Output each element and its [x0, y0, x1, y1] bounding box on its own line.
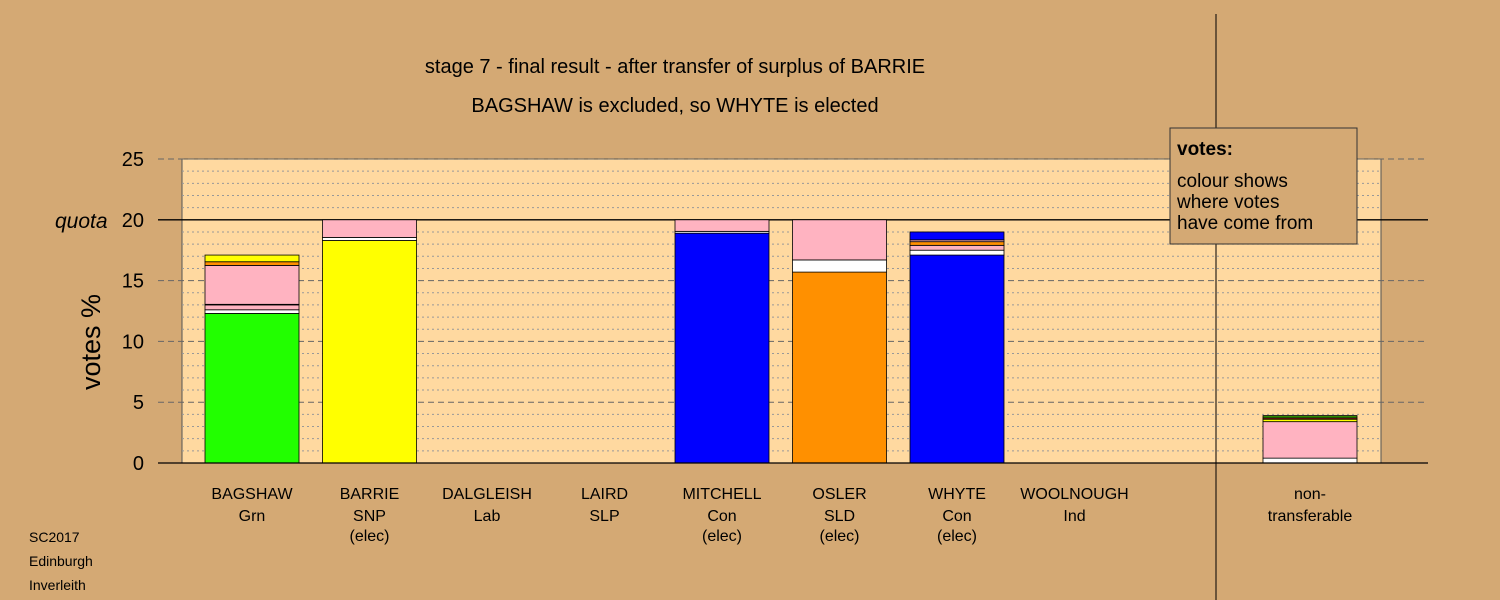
bar-whyte-segment [909, 241, 1005, 246]
bar-bagshaw-segment [204, 264, 300, 305]
candidate-party-laird: SLP [589, 508, 619, 525]
bar-bagshaw-segment [204, 261, 300, 266]
y-tick-label: 20 [122, 210, 144, 232]
quota-label: quota [55, 210, 108, 233]
candidate-party-mitchell: Con [707, 508, 736, 525]
candidate-party-barrie: SNP [353, 508, 386, 525]
nontransferable-label-line2: transferable [1268, 508, 1353, 525]
legend-title: votes: [1177, 139, 1233, 160]
candidate-status-osler: (elec) [819, 528, 859, 545]
candidate-name-barrie: BARRIE [340, 486, 400, 503]
bar-mitchell-segment [674, 219, 770, 232]
bar-bagshaw-segment [204, 313, 300, 464]
footer-ward: Inverleith [29, 577, 86, 593]
y-tick-label: 0 [133, 453, 144, 475]
bar-bagshaw-segment [204, 254, 300, 263]
bar-osler-segment [792, 259, 887, 273]
legend-line: have come from [1177, 213, 1313, 234]
bar-nontransferable-segment [1262, 415, 1358, 419]
candidate-name-whyte: WHYTE [928, 486, 986, 503]
candidate-name-mitchell: MITCHELL [682, 486, 761, 503]
chart-title: stage 7 - final result - after transfer … [425, 56, 925, 78]
candidate-status-whyte: (elec) [937, 528, 977, 545]
bar-whyte-segment [909, 244, 1005, 251]
bar-barrie-segment [322, 219, 417, 238]
candidate-name-laird: LAIRD [581, 486, 628, 503]
bar-bagshaw-segment [204, 304, 300, 311]
candidate-party-dalgleish: Lab [474, 508, 501, 525]
bar-whyte-segment [909, 254, 1005, 464]
candidate-party-bagshaw: Grn [239, 508, 266, 525]
bar-nontransferable-segment [1262, 421, 1358, 459]
legend-box [1169, 127, 1358, 245]
candidate-status-barrie: (elec) [349, 528, 389, 545]
candidate-party-whyte: Con [942, 508, 971, 525]
candidate-name-bagshaw: BAGSHAW [211, 486, 293, 503]
candidate-name-dalgleish: DALGLEISH [442, 486, 532, 503]
y-tick-label: 15 [122, 271, 144, 293]
bar-bagshaw-segment [204, 309, 300, 314]
y-tick-label: 5 [133, 392, 144, 414]
candidate-party-osler: SLD [824, 508, 855, 525]
chart-subtitle: BAGSHAW is excluded, so WHYTE is elected [471, 95, 878, 117]
candidate-status-mitchell: (elec) [702, 528, 742, 545]
bar-osler-segment [792, 219, 887, 261]
y-axis-label: votes % [76, 294, 106, 390]
footer-council: Edinburgh [29, 553, 93, 569]
bar-whyte-segment [909, 249, 1005, 256]
bar-nontransferable-segment [1262, 457, 1358, 464]
nontransferable-label-line1: non- [1294, 486, 1326, 503]
y-tick-label: 10 [122, 331, 144, 353]
bar-barrie-segment [322, 237, 417, 241]
candidate-name-osler: OSLER [812, 486, 866, 503]
legend-line: colour shows [1177, 171, 1288, 192]
candidate-name-woolnough: WOOLNOUGH [1020, 486, 1128, 503]
bar-barrie-segment [322, 240, 417, 464]
candidate-party-woolnough: Ind [1063, 508, 1085, 525]
bar-osler-segment [792, 271, 887, 464]
y-tick-label: 25 [122, 149, 144, 171]
footer-year: SC2017 [29, 529, 80, 545]
legend-line: where votes [1176, 192, 1279, 213]
bar-whyte-segment [909, 231, 1005, 241]
bar-mitchell-segment [674, 232, 770, 464]
